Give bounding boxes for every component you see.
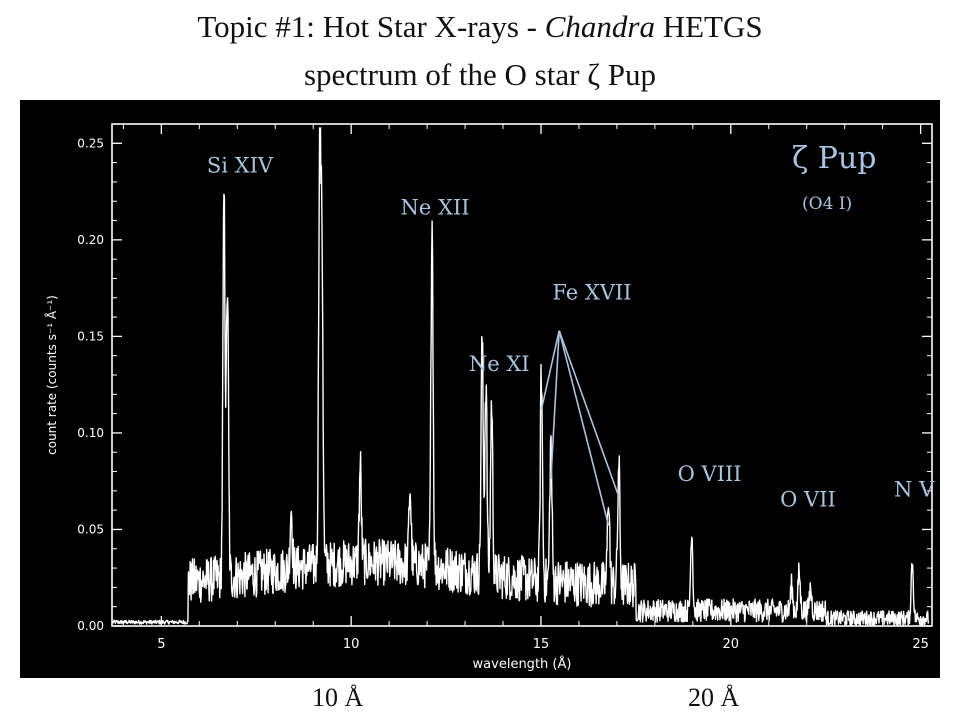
title-prefix: Topic #1: Hot Star X-rays -	[197, 9, 545, 44]
line-label: Si XIV	[207, 153, 274, 177]
y-tick-label: 0.05	[77, 522, 104, 536]
fe-xvii-pointer	[558, 330, 610, 526]
x-tick-label: 10	[343, 637, 360, 652]
x-axis-label: wavelength (Å)	[473, 656, 572, 672]
line-label: Ne XII	[401, 196, 470, 220]
fe-xvii-pointer	[540, 330, 560, 410]
y-tick-label: 0.25	[77, 136, 104, 150]
title-italic: Chandra	[544, 9, 655, 44]
line-label: Ne XI	[469, 352, 530, 376]
spectrum-line	[112, 127, 930, 627]
line-label: O VII	[780, 487, 836, 511]
y-axis-label: count rate (counts s⁻¹ Å⁻¹)	[44, 295, 59, 455]
x-tick-label: 15	[533, 637, 550, 652]
spectrum-panel: 5 10 15 20 25 0.00 0.05 0.10 0.15 0.20 0.25 wavelen…	[20, 100, 940, 678]
spectral-type-label: (O4 I)	[802, 194, 852, 214]
spectrum-data	[112, 127, 930, 627]
line-label: Fe XVII	[552, 281, 631, 305]
annotations: ζ Pup (O4 I) Si XIV Ne XII Fe XVII Ne XI O VII…	[207, 141, 935, 526]
y-tick-label: 0.20	[77, 233, 104, 247]
slide-title-line2: spectrum of the O star ζ Pup	[303, 57, 657, 92]
spectrum-chart: 5 10 15 20 25 0.00 0.05 0.10 0.15 0.20 0.25 wavelen…	[44, 123, 935, 672]
title-suffix: HETGS	[654, 9, 763, 44]
line-label: N V	[894, 478, 935, 502]
star-label: ζ Pup	[792, 141, 877, 176]
x-tick-label: 25	[912, 637, 929, 652]
fe-xvii-pointer	[550, 330, 561, 480]
y-tick-label: 0.10	[77, 426, 104, 440]
fe-xvii-pointer	[558, 330, 620, 497]
bottom-label-10a: 10 Å	[312, 683, 364, 712]
line-label: O VIII	[678, 462, 742, 486]
x-tick-label: 20	[723, 637, 740, 652]
axis-ticks: 5 10 15 20 25 0.00 0.05 0.10 0.15 0.20 0.25 wavelen…	[44, 124, 932, 672]
y-tick-label: 0.00	[77, 619, 104, 633]
bottom-label-20a: 20 Å	[688, 683, 740, 712]
x-tick-label: 5	[157, 637, 165, 652]
slide-title-line1: Topic #1: Hot Star X-rays - Chandra HETG…	[0, 8, 960, 46]
y-tick-label: 0.15	[77, 329, 104, 343]
